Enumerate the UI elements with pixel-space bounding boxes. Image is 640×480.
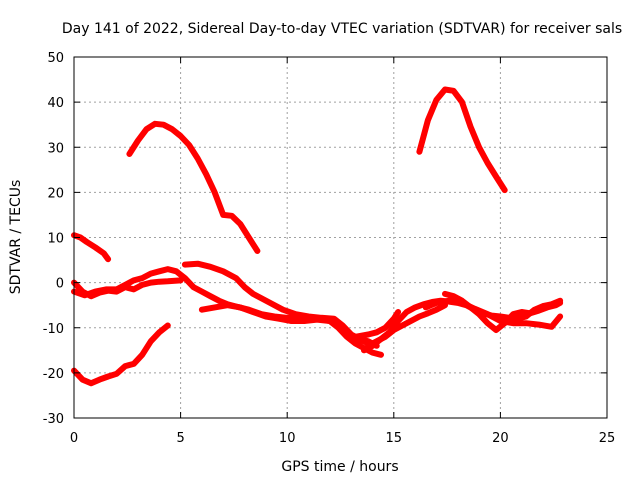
y-axis-label: SDTVAR / TECUs [8, 180, 24, 295]
series-group [71, 86, 564, 387]
x-axis-label: GPS time / hours [281, 459, 398, 475]
y-tick-label: 0 [56, 277, 64, 292]
series-arc-j [365, 302, 448, 349]
series-arc-h [198, 302, 384, 358]
series-arc-c [71, 232, 112, 263]
series-arc-a [126, 120, 261, 254]
y-tick-label: 30 [47, 141, 64, 156]
series-arc-g [181, 260, 380, 349]
series-arc-d [71, 322, 171, 387]
y-tick-label: 10 [47, 232, 64, 247]
y-tick-label: -10 [43, 322, 64, 337]
x-axis: 0 5 10 15 20 25 [70, 57, 615, 446]
x-tick-label: 0 [70, 431, 78, 446]
y-tick-label: 20 [47, 186, 64, 201]
y-tick-label: 40 [47, 96, 64, 111]
x-tick-label: 20 [492, 431, 509, 446]
series-arc-b [416, 86, 508, 194]
y-axis: -30 -20 -10 0 10 20 30 40 50 [43, 51, 607, 427]
series-arc-m [422, 297, 564, 330]
x-tick-label: 25 [599, 431, 616, 446]
y-tick-label: -30 [43, 412, 64, 427]
x-tick-label: 15 [386, 431, 403, 446]
x-tick-label: 10 [279, 431, 296, 446]
gridlines [74, 57, 607, 418]
chart-title: Day 141 of 2022, Sidereal Day-to-day VTE… [62, 21, 622, 37]
y-tick-label: -20 [43, 367, 64, 382]
series-arc-l [352, 309, 402, 340]
x-tick-label: 5 [176, 431, 184, 446]
y-tick-label: 50 [47, 51, 64, 66]
